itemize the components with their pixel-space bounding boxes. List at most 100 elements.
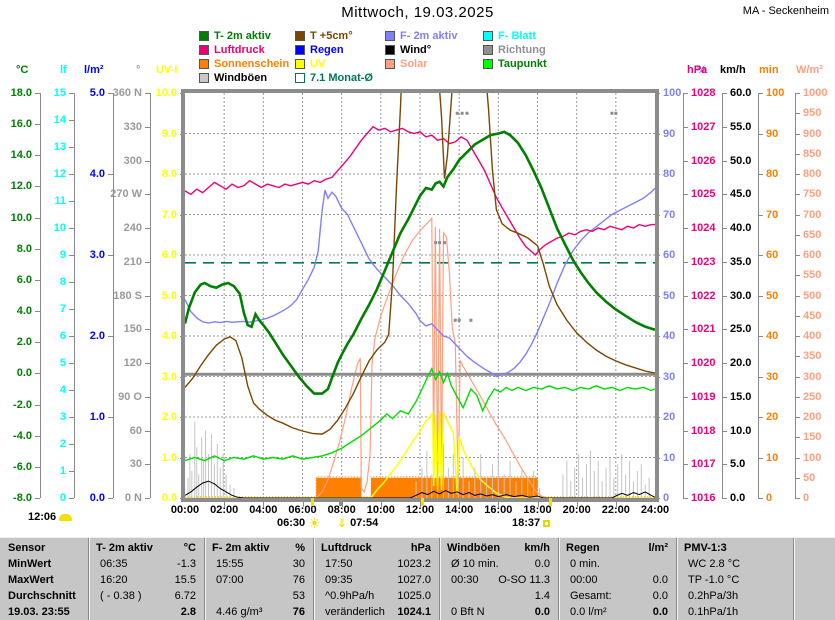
table-cell-value: 1024.1 xyxy=(397,606,431,618)
axis-tick-label: 1019 xyxy=(691,390,716,403)
axis-tick-label: 0 xyxy=(663,492,670,504)
series-Richtung-Punkte xyxy=(460,111,464,115)
axis-tick-label: 0.0 xyxy=(730,492,746,504)
table-divider xyxy=(88,538,89,620)
table-cell-value: 1027.0 xyxy=(397,574,431,586)
series-T- 2m aktiv xyxy=(185,130,655,395)
axis-tick-label: 1021 xyxy=(691,323,716,336)
axis-tick-label: 1.0 xyxy=(161,451,177,464)
legend-label: Taupunkt xyxy=(498,58,547,70)
legend-label: 7.1 Monat-Ø xyxy=(310,72,373,84)
axis-tick-label: 20.0 xyxy=(730,357,752,369)
axis-tick-label: 100 xyxy=(766,87,785,99)
sun-moon-axis-tick xyxy=(311,498,315,506)
axis-title: W/m² xyxy=(796,64,823,76)
table-cell-label: 0.0 l/m² xyxy=(570,606,607,618)
moonset-time: 07:54 xyxy=(350,517,379,529)
axis-title: ° xyxy=(136,64,141,76)
x-axis-tick-label: 06:00 xyxy=(288,504,317,516)
legend-item: Taupunkt xyxy=(483,58,547,70)
axis-tick-label: -2.0 xyxy=(13,398,32,411)
axis-tick-label: 60 xyxy=(663,249,676,261)
axis-tick-label: 1017 xyxy=(691,458,716,471)
table-cell-value: 6.72 xyxy=(174,590,196,602)
legend-item: Luftdruck xyxy=(199,44,265,56)
series-Richtung-Punkte xyxy=(457,318,461,322)
sunset-marker: 18:37 xyxy=(512,517,551,529)
table-cell-value: 1023.2 xyxy=(397,558,431,570)
legend-color-swatch xyxy=(199,31,209,41)
axis-tick-label: 40.0 xyxy=(730,222,752,234)
axis-tick-label: 30 xyxy=(663,370,676,383)
axis-tick-label: 50 xyxy=(766,289,779,302)
axis-tick-label: 750 xyxy=(803,188,822,201)
axis-title: hPa xyxy=(687,64,708,76)
series-Richtung-Punkte xyxy=(465,111,469,115)
sunset-time: 18:37 xyxy=(512,517,541,529)
axis-tick-label: 0.0 xyxy=(16,367,32,380)
axis-tick-label: 55.0 xyxy=(730,120,752,133)
axis-tick-label: 45.0 xyxy=(730,188,752,201)
axis-tick-label: 50 xyxy=(803,471,816,484)
x-axis-tick-label: 20:00 xyxy=(562,504,591,516)
table-cell-value: 2.8 xyxy=(180,606,196,618)
axis-tick-label: 30.0 xyxy=(730,289,752,302)
axis-tick-label: 5.0 xyxy=(730,458,746,471)
axis-tick-label: -8.0 xyxy=(13,492,32,504)
series-Luftdruck xyxy=(185,125,655,257)
table-cell-label: 06:35 xyxy=(100,558,128,570)
axis-tick-label: 3.0 xyxy=(89,249,105,261)
axis-tick-label: 20 xyxy=(766,411,779,423)
axis-tick-label: 9 xyxy=(59,249,66,261)
legend-item: Wind° xyxy=(385,44,431,56)
axis-tick-label: 0 N xyxy=(124,492,142,504)
series-Richtung-Punkte xyxy=(453,318,457,322)
table-cell-label: 00:30 xyxy=(451,574,479,586)
axis-tick-label: 0.0 xyxy=(89,492,105,504)
axis-tick-label: 1 xyxy=(59,465,66,477)
legend-item: Sonnenschein xyxy=(199,58,289,70)
x-axis-tick-label: 10:00 xyxy=(366,504,395,516)
axis-tick-label: 5.0 xyxy=(89,87,105,99)
sun-moon-axis-tick xyxy=(420,498,424,506)
legend-color-swatch xyxy=(295,59,305,69)
table-divider xyxy=(676,538,677,620)
axis-title: °C xyxy=(16,64,29,76)
station-name: MA - Seckenheim xyxy=(742,5,829,17)
axis-tick-label: 14.0 xyxy=(10,149,32,162)
table-cell-label: 16:20 xyxy=(100,574,128,586)
table-divider xyxy=(793,538,794,620)
axis-tick-label: 330 xyxy=(123,120,142,133)
legend-label: T- 2m aktiv xyxy=(214,30,271,42)
table-sensor-name: T- 2m aktiv xyxy=(96,542,153,554)
x-axis-tick-label: 22:00 xyxy=(601,504,630,516)
axis-tick-label: 1026 xyxy=(691,154,716,167)
table-cell-value: 1025.0 xyxy=(397,590,431,602)
axis-tick-label: 4.0 xyxy=(16,305,32,318)
axis-tick-label: 10.0 xyxy=(155,87,177,99)
legend-color-swatch xyxy=(199,45,209,55)
legend-item: F- 2m aktiv xyxy=(385,30,457,42)
axis-tick-label: 6 xyxy=(59,330,66,342)
series-Richtung-Punkte xyxy=(455,111,459,115)
series-T +5cm xyxy=(185,93,655,435)
axis-title: l/m² xyxy=(84,64,104,76)
axis-tick-label: 0 xyxy=(59,492,66,504)
table-cell-label: TP -1.0 °C xyxy=(688,574,740,586)
table-cell-label: ^0.9hPa/h xyxy=(325,590,375,602)
axis-tick-label: 1023 xyxy=(691,255,716,268)
chart-plot xyxy=(185,93,655,498)
legend-color-swatch xyxy=(483,45,493,55)
moonrise-marker: 12:06 xyxy=(28,511,73,523)
table-row-header: Durchschnitt xyxy=(8,590,76,602)
legend-label: F- 2m aktiv xyxy=(400,30,458,42)
table-divider xyxy=(558,538,559,620)
table-cell-label: 00:00 xyxy=(570,574,598,586)
table-cell-label: 0 min. xyxy=(570,558,600,570)
axis-tick-label: 10 xyxy=(53,222,66,234)
axis-tick-label: 10.0 xyxy=(10,211,32,224)
table-divider xyxy=(313,538,314,620)
axis-title: % xyxy=(697,64,707,76)
table-sensor-unit: °C xyxy=(183,542,196,554)
table-cell-label: veränderlich xyxy=(325,606,385,618)
